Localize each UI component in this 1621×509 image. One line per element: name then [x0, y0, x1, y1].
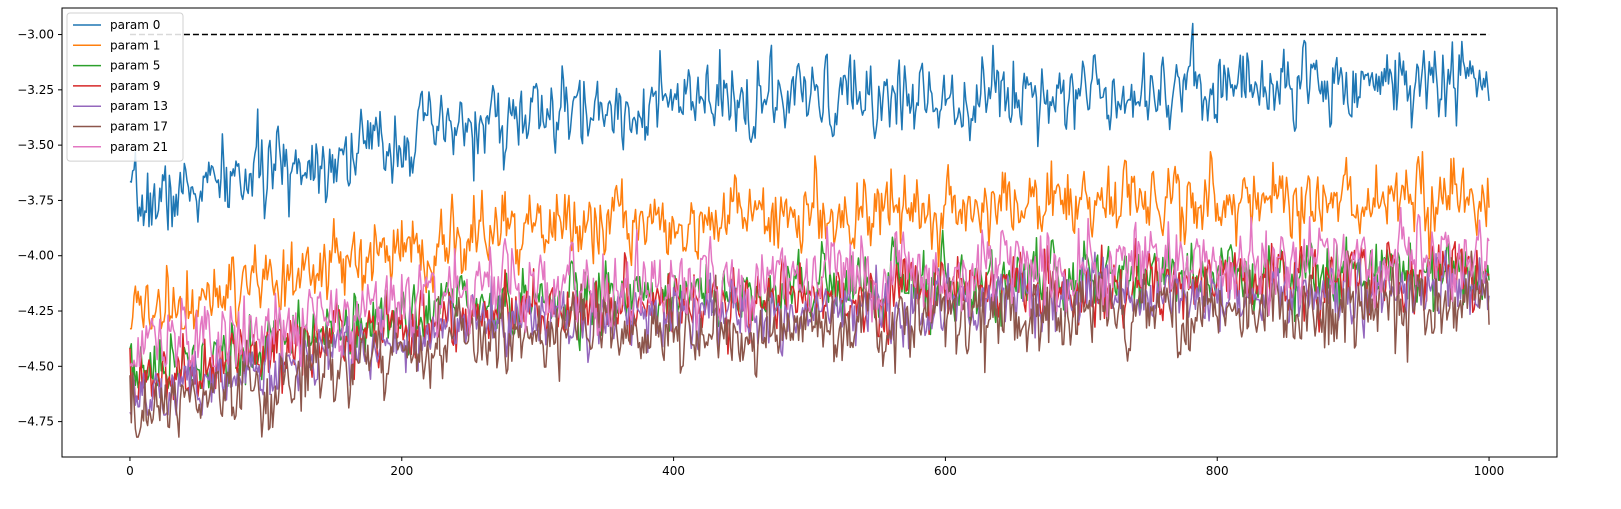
- legend-label: param 1: [110, 38, 160, 52]
- y-tick-label: −3.50: [17, 138, 54, 152]
- legend: param 0 param 1 param 5 param 9 param 13 para…: [66, 12, 184, 162]
- x-tick-label: 600: [934, 464, 957, 478]
- axes-frame: [61, 7, 1558, 458]
- x-tick-label: 0: [126, 464, 134, 478]
- legend-label: param 21: [110, 140, 168, 154]
- x-tick-label: 1000: [1474, 464, 1505, 478]
- y-tick-label: −4.25: [17, 304, 54, 318]
- x-tick-label: 400: [662, 464, 685, 478]
- series-line-param-0: [129, 22, 1490, 231]
- y-tick-label: −3.25: [17, 83, 54, 97]
- x-tick-label: 200: [390, 464, 413, 478]
- y-tick-label: −3.75: [17, 193, 54, 207]
- y-tick-label: −3.00: [17, 28, 54, 42]
- series-line-param-21: [129, 206, 1490, 368]
- y-tick-label: −4.75: [17, 415, 54, 429]
- legend-label: param 9: [110, 79, 160, 93]
- y-tick-label: −4.50: [17, 359, 54, 373]
- y-tick-label: −4.00: [17, 249, 54, 263]
- x-axis: 0 200 400 600 800 1000: [126, 457, 1504, 478]
- legend-label: param 5: [110, 59, 160, 73]
- series-line-param-17: [129, 250, 1490, 438]
- legend-box: [66, 12, 184, 162]
- legend-label: param 0: [110, 18, 160, 32]
- y-axis: −3.00 −3.25 −3.50 −3.75 −4.00 −4.25 −4.50 −4.75: [17, 28, 62, 429]
- legend-label: param 13: [110, 99, 168, 113]
- x-tick-label: 800: [1206, 464, 1229, 478]
- series-line-param-1: [129, 151, 1490, 330]
- legend-label: param 17: [110, 120, 168, 134]
- series-layer: [129, 22, 1490, 438]
